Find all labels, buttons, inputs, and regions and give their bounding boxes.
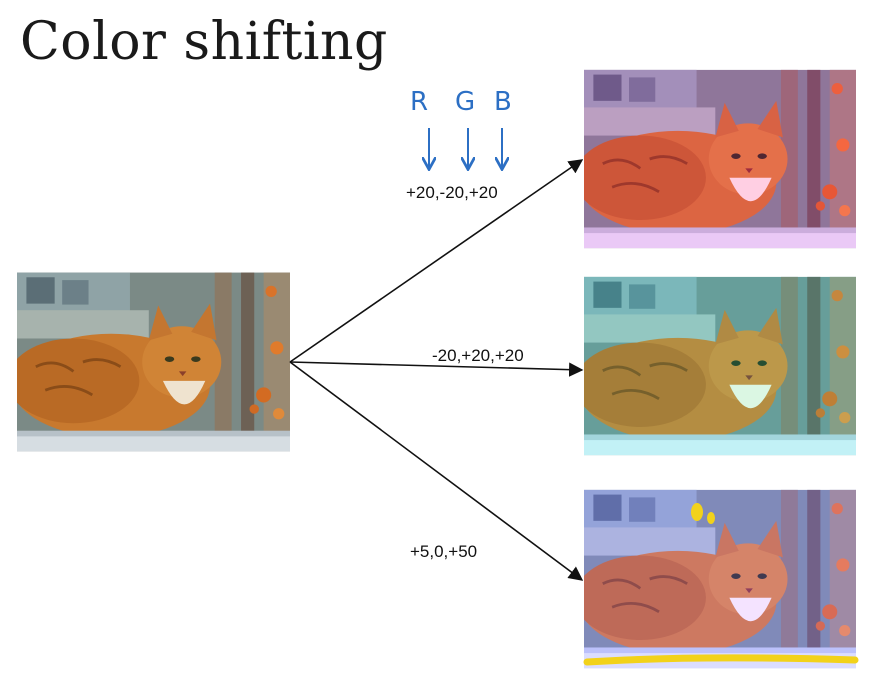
shifted-cat-image-1 (584, 68, 856, 250)
rgb-handwriting: R G B (410, 87, 512, 168)
arrow-to-image-2 (289, 361, 584, 377)
yellow-highlight-annotation (583, 503, 859, 666)
shift-label-3: +5,0,+50 (410, 542, 477, 561)
slide-title: Color shifting (20, 12, 388, 72)
shift-arrows (289, 159, 584, 581)
shift-label-2: -20,+20,+20 (432, 346, 524, 365)
channel-b: B (494, 87, 512, 117)
arrow-to-image-3 (289, 361, 584, 581)
shifted-cat-image-2 (584, 275, 856, 457)
channel-g: G (455, 87, 475, 117)
channel-r: R (410, 87, 428, 117)
arrow-to-image-1 (289, 159, 584, 363)
shift-label-1: +20,-20,+20 (406, 183, 498, 202)
original-cat-image (17, 271, 290, 453)
shifted-cat-image-3 (584, 488, 856, 670)
